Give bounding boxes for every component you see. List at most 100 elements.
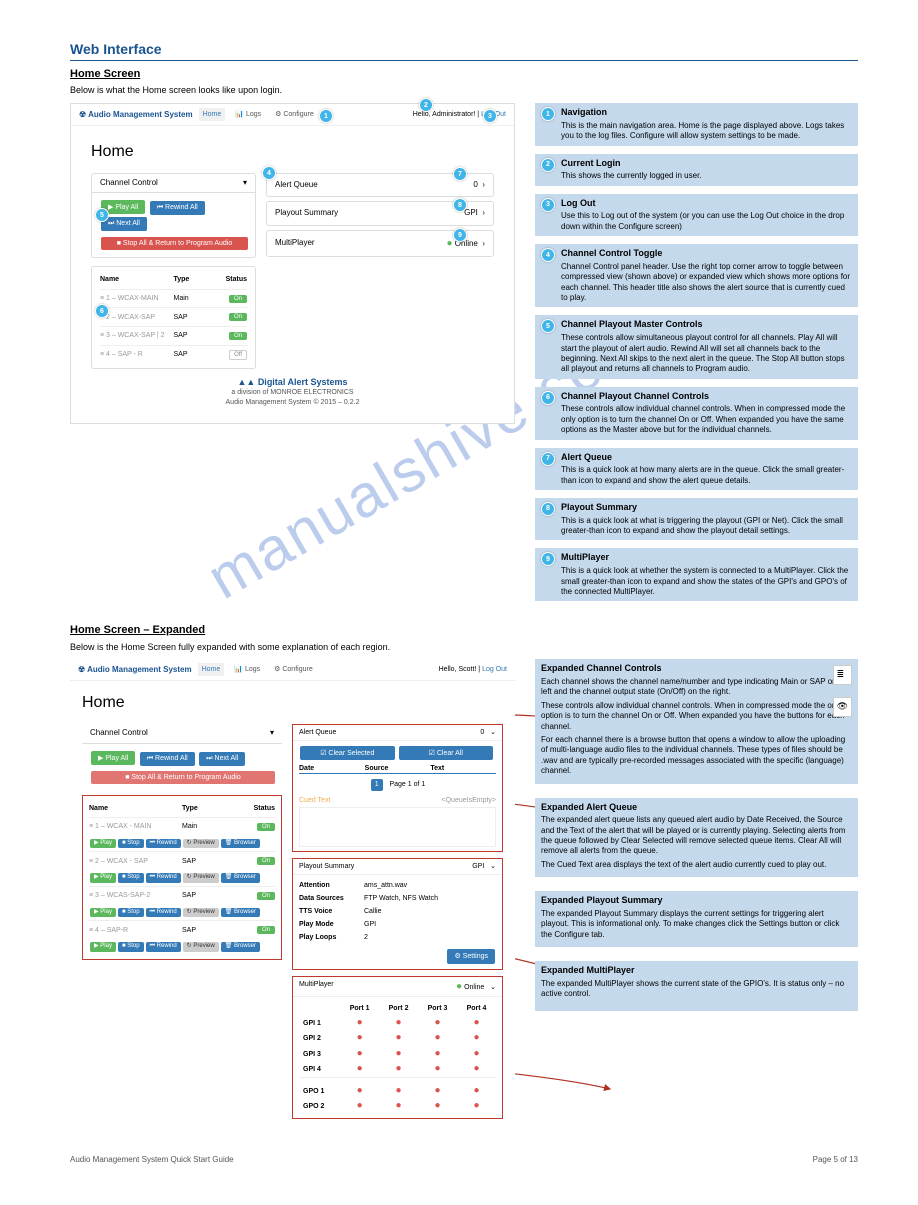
footer-right: Page 5 of 13 bbox=[813, 1155, 858, 1165]
subsection-title: Home Screen bbox=[70, 67, 858, 81]
channel-toggle[interactable]: On bbox=[257, 857, 275, 865]
gpi-row: GPI 1●●●● bbox=[299, 1016, 496, 1031]
clear-all-button[interactable]: ☑ Clear All bbox=[399, 746, 494, 760]
next-all-button[interactable]: ⏭ Next All bbox=[101, 217, 147, 231]
expanded-title: Home Screen – Expanded bbox=[70, 623, 858, 637]
channel-row: ≡ 1 – WCAX - MAINMainOn bbox=[89, 817, 275, 836]
nav-home[interactable]: Home bbox=[199, 108, 226, 121]
screenshot-expanded: ☢ Audio Management System Home 📊 Logs ⚙ … bbox=[70, 659, 515, 1131]
note-box: 9MultiPlayerThis is a quick look at whet… bbox=[535, 548, 858, 601]
note-glyph-icon: 👁 bbox=[833, 697, 852, 717]
page-1-button[interactable]: 1 bbox=[371, 779, 383, 790]
channel-row: ≡ 3 – WCAS-SAP-2SAPOn bbox=[89, 886, 275, 905]
ss-logo: ☢ Audio Management System bbox=[79, 110, 193, 120]
queue-empty-label: <QueueIsEmpty> bbox=[442, 796, 496, 805]
gpi-row: GPI 4●●●● bbox=[299, 1062, 496, 1078]
channel-toggle[interactable]: On bbox=[210, 331, 247, 341]
channel-action-button[interactable]: 🗑 Browser bbox=[221, 873, 260, 883]
gpo-row: GPO 1●●●● bbox=[299, 1084, 496, 1099]
clear-selected-button[interactable]: ☑ Clear Selected bbox=[300, 746, 395, 760]
note-glyph-icon: ≣ bbox=[833, 665, 852, 685]
home-heading: Home bbox=[82, 693, 503, 714]
nav-configure[interactable]: ⚙ Configure bbox=[270, 663, 317, 676]
channel-action-button[interactable]: ■ Stop bbox=[118, 942, 144, 952]
channel-action-button[interactable]: 🗑 Browser bbox=[221, 942, 260, 952]
stop-all-button[interactable]: ■ Stop All & Return to Program Audio bbox=[91, 771, 275, 784]
channel-action-button[interactable]: ⏮ Rewind bbox=[146, 942, 181, 952]
screenshot-home: 123456789 ☢ Audio Management System Home… bbox=[70, 103, 515, 423]
channel-action-button[interactable]: 🗑 Browser bbox=[221, 839, 260, 849]
channel-toggle[interactable]: On bbox=[257, 823, 275, 831]
nav-logs[interactable]: 📊 Logs bbox=[231, 108, 265, 121]
gpo-row: GPO 2●●●● bbox=[299, 1099, 496, 1114]
channel-action-button[interactable]: ■ Stop bbox=[118, 908, 144, 918]
channel-action-button[interactable]: ■ Stop bbox=[118, 839, 144, 849]
channel-row: ≡ 1 – WCAX-MAINMainOn bbox=[100, 289, 247, 308]
note-box: ≣👁Expanded Channel ControlsEach channel … bbox=[535, 659, 858, 783]
channel-toggle[interactable]: On bbox=[210, 294, 247, 304]
channel-action-button[interactable]: ■ Stop bbox=[118, 873, 144, 883]
expanded-intro: Below is the Home Screen fully expanded … bbox=[70, 642, 858, 654]
note-box: 7Alert QueueThis is a quick look at how … bbox=[535, 448, 858, 490]
col-text: Text bbox=[430, 764, 496, 773]
channel-action-button[interactable]: ↻ Preview bbox=[183, 942, 219, 952]
summary-row: TTS VoiceCallie bbox=[299, 905, 496, 918]
note-box: 1NavigationThis is the main navigation a… bbox=[535, 103, 858, 145]
nav-logs[interactable]: 📊 Logs bbox=[230, 663, 264, 676]
rewind-all-button[interactable]: ⏮ Rewind All bbox=[150, 201, 205, 215]
channel-row: ≡ 3 – WCAX-SAP | 2SAPOn bbox=[100, 326, 247, 345]
cued-text-label: Cued Text bbox=[299, 796, 330, 805]
alert-queue-header: Alert Queue bbox=[299, 728, 336, 737]
nav-configure[interactable]: ⚙ Configure bbox=[271, 108, 318, 121]
ss-navbar: ☢ Audio Management System Home 📊 Logs ⚙ … bbox=[71, 104, 514, 126]
channel-action-button[interactable]: ▶ Play bbox=[90, 873, 116, 883]
callout-badge: 7 bbox=[541, 452, 555, 466]
channel-row: ≡ 4 – SAP-RSAPOn bbox=[89, 920, 275, 939]
multiplayer-header: MultiPlayer bbox=[299, 980, 334, 993]
channel-action-button[interactable]: ↻ Preview bbox=[183, 873, 219, 883]
channel-action-button[interactable]: ⏮ Rewind bbox=[146, 839, 181, 849]
note-box: 5Channel Playout Master ControlsThese co… bbox=[535, 315, 858, 378]
channel-action-button[interactable]: ▶ Play bbox=[90, 908, 116, 918]
callout-badge: 9 bbox=[541, 552, 555, 566]
channel-control-header[interactable]: Channel Control▾ bbox=[82, 724, 282, 743]
callout-badge: 3 bbox=[541, 198, 555, 212]
channel-toggle[interactable]: Off bbox=[210, 350, 247, 360]
col-date: Date bbox=[299, 764, 365, 773]
cued-text-area bbox=[299, 807, 496, 847]
note-box: 2Current LoginThis shows the currently l… bbox=[535, 154, 858, 186]
channel-toggle[interactable]: On bbox=[257, 892, 275, 900]
note-box: 3Log OutUse this to Log out of the syste… bbox=[535, 194, 858, 236]
settings-button[interactable]: ⚙ Settings bbox=[447, 949, 495, 964]
callout-badge: 1 bbox=[541, 107, 555, 121]
channel-action-button[interactable]: ▶ Play bbox=[90, 839, 116, 849]
channel-action-button[interactable]: ▶ Play bbox=[90, 942, 116, 952]
next-all-button[interactable]: ⏭ Next All bbox=[199, 752, 245, 766]
channel-row: ≡ 2 – WCAX - SAPSAPOn bbox=[89, 851, 275, 870]
channel-row: ≡ 4 – SAP - RSAPOff bbox=[100, 345, 247, 364]
callout-badge: 2 bbox=[541, 158, 555, 172]
channel-action-button[interactable]: ↻ Preview bbox=[183, 839, 219, 849]
gpio-table: Port 1Port 2Port 3Port 4GPI 1●●●●GPI 2●●… bbox=[299, 1001, 496, 1114]
nav-home[interactable]: Home bbox=[198, 663, 225, 676]
summary-row: Data SourcesFTP Watch, NFS Watch bbox=[299, 892, 496, 905]
channel-action-button[interactable]: ↻ Preview bbox=[183, 908, 219, 918]
note-box: 8Playout SummaryThis is a quick look at … bbox=[535, 498, 858, 540]
rewind-all-button[interactable]: ⏮ Rewind All bbox=[140, 752, 195, 766]
channel-toggle[interactable]: On bbox=[257, 926, 275, 934]
logout-link[interactable]: Log Out bbox=[482, 666, 507, 673]
channel-control-header[interactable]: Channel Control▾ bbox=[92, 174, 255, 193]
note-box: Expanded Alert QueueThe expanded alert q… bbox=[535, 798, 858, 878]
callout-badge: 6 bbox=[541, 391, 555, 405]
channel-row: ≡ 2 – WCAX-SAPSAPOn bbox=[100, 307, 247, 326]
channel-action-button[interactable]: 🗑 Browser bbox=[221, 908, 260, 918]
home-heading: Home bbox=[91, 142, 494, 163]
col-source: Source bbox=[365, 764, 431, 773]
footer-left: Audio Management System Quick Start Guid… bbox=[70, 1155, 234, 1165]
playout-summary-header: Playout Summary bbox=[299, 862, 354, 871]
channel-action-button[interactable]: ⏮ Rewind bbox=[146, 908, 181, 918]
channel-toggle[interactable]: On bbox=[210, 312, 247, 322]
play-all-button[interactable]: ▶ Play All bbox=[91, 751, 135, 765]
channel-action-button[interactable]: ⏮ Rewind bbox=[146, 873, 181, 883]
stop-all-button[interactable]: ■ Stop All & Return to Program Audio bbox=[101, 237, 248, 250]
